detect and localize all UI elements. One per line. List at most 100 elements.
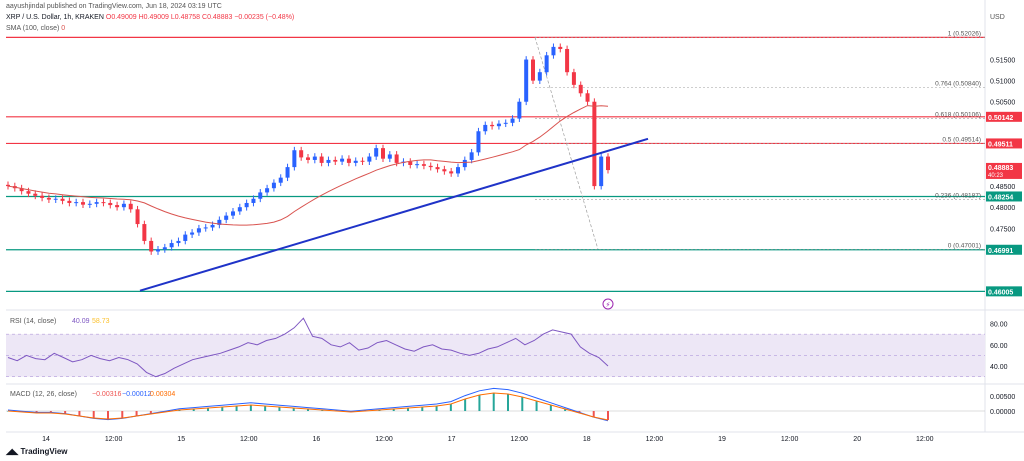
- fib-level-label: 0.764 (0.50840): [935, 80, 981, 87]
- time-tick-label: 12:00: [916, 436, 934, 443]
- candle-body: [74, 202, 79, 204]
- brand-label: TradingView: [20, 447, 68, 456]
- current-price-label: 0.48883: [988, 165, 1013, 172]
- candle-body: [503, 122, 508, 124]
- candle-body: [285, 167, 290, 178]
- candle-body: [306, 157, 310, 160]
- sma-100-line: [7, 105, 609, 226]
- candle-body: [469, 152, 474, 160]
- macd-histogram-bar: [521, 397, 524, 411]
- candle-body: [6, 184, 10, 187]
- ohlc-values: O0.49009 H0.49009 L0.48758 C0.48883 −0.0…: [105, 14, 295, 21]
- candle-body: [176, 240, 181, 244]
- fib-diagonal: [534, 37, 599, 250]
- macd-histogram-bar: [449, 404, 452, 411]
- macd-histogram-bar: [307, 409, 309, 411]
- macd-histogram-bar: [435, 406, 438, 411]
- time-tick-label: 12:00: [646, 436, 664, 443]
- macd-histogram-bar: [207, 408, 209, 411]
- candle-body: [203, 227, 208, 229]
- fib-level-label: 0 (0.47001): [948, 242, 981, 249]
- candle-body: [142, 224, 147, 241]
- candle-body: [606, 156, 610, 171]
- level-tag-label: 0.46991: [988, 248, 1013, 255]
- candle-body: [40, 195, 45, 198]
- fib-level-label: 0.236 (0.48187): [935, 192, 981, 199]
- brand-footer: ◢◣ TradingView: [6, 447, 68, 456]
- candle-body: [415, 164, 420, 166]
- candle-body: [571, 72, 576, 85]
- macd-histogram-bar: [135, 411, 138, 416]
- time-tick-label: 17: [448, 436, 456, 443]
- candle-body: [135, 209, 140, 225]
- rsi-title: RSI (14, close): [10, 318, 56, 325]
- level-tag-label: 0.48254: [988, 194, 1013, 201]
- symbol-label: XRP / U.S. Dollar, 1h, KRAKEN: [6, 14, 104, 21]
- fib-level-label: 0.618 (0.50106): [935, 111, 981, 118]
- rsi-tick-label: 60.00: [990, 343, 1008, 350]
- rsi-ma-value: 58.73: [92, 318, 110, 325]
- candle-body: [585, 93, 590, 102]
- candle-body: [251, 198, 256, 203]
- fib-level-label: 0.5 (0.49514): [942, 136, 981, 143]
- macd-histogram-bar: [149, 411, 152, 414]
- candle-body: [374, 148, 379, 157]
- macd-tick-label: 0.00000: [990, 409, 1015, 416]
- candle-body: [265, 188, 270, 193]
- macd-tick-label: 0.00500: [990, 394, 1015, 401]
- candle-body: [53, 198, 58, 200]
- price-tick-label: 0.47500: [990, 226, 1015, 233]
- time-tick-label: 20: [853, 436, 861, 443]
- candle-body: [442, 169, 447, 172]
- candle-body: [87, 203, 92, 205]
- level-tag: [986, 286, 1022, 297]
- candle-body: [162, 247, 167, 250]
- event-lightning-glyph: ⚡: [606, 301, 611, 309]
- candle-body: [210, 224, 215, 228]
- candle-body: [108, 202, 113, 206]
- macd-histogram-bar: [492, 393, 495, 411]
- candle-body: [128, 203, 133, 210]
- price-tick-label: 0.48500: [990, 184, 1015, 191]
- rsi-tick-label: 80.00: [990, 322, 1008, 329]
- sma-label: SMA (100, close) 0: [6, 25, 65, 32]
- time-tick-label: 12:00: [781, 436, 799, 443]
- macd-histogram-bar: [607, 411, 609, 420]
- candle-body: [456, 167, 460, 174]
- candle-body: [121, 203, 126, 208]
- countdown-label: 40:23: [988, 173, 1004, 179]
- candle-body: [156, 249, 160, 252]
- candle-body: [326, 159, 331, 163]
- level-tag-label: 0.46005: [988, 289, 1013, 296]
- candle-body: [435, 167, 440, 170]
- current-price-tag: [986, 162, 1022, 179]
- candle-body: [599, 156, 604, 187]
- macd-histogram-bar: [549, 405, 552, 411]
- sma-value: 0: [61, 25, 66, 32]
- price-tick-label: 0.48000: [990, 205, 1015, 212]
- macd-value: 0.00304: [150, 391, 175, 398]
- candle-body: [558, 46, 563, 49]
- macd-histogram-bar: [264, 406, 267, 411]
- candle-body: [360, 160, 365, 162]
- macd-histogram-bar: [407, 408, 409, 411]
- time-tick-label: 16: [313, 436, 321, 443]
- candle-body: [231, 211, 235, 216]
- level-tag: [986, 244, 1022, 255]
- macd-histogram-bar: [221, 407, 224, 411]
- macd-histogram-bar: [507, 394, 509, 411]
- candle-body: [60, 198, 65, 201]
- candle-body: [592, 101, 597, 187]
- level-tag: [986, 111, 1022, 122]
- candle-body: [33, 193, 38, 196]
- candle-body: [510, 118, 515, 123]
- candle-body: [271, 182, 276, 189]
- candle-body: [531, 59, 535, 81]
- level-tag: [986, 138, 1022, 149]
- candle-body: [483, 124, 488, 132]
- macd-histogram-bar: [478, 395, 481, 411]
- candle-body: [421, 164, 426, 166]
- candle-body: [81, 202, 85, 205]
- price-tick-label: 0.51500: [990, 58, 1015, 65]
